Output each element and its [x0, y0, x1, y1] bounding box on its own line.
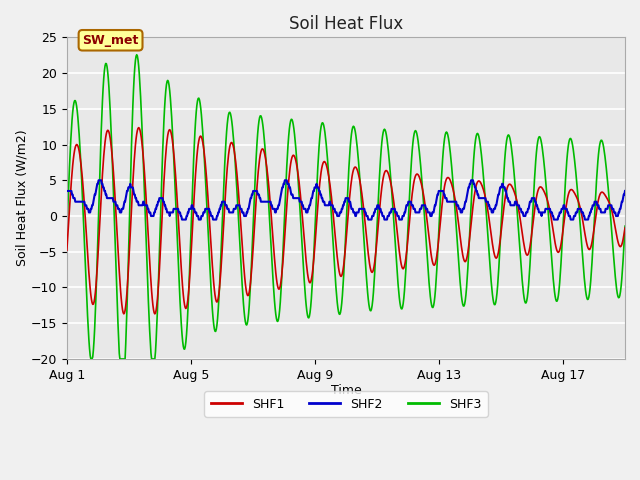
SHF1 — [63, 247, 70, 253]
SHF1 — [515, 208, 523, 214]
Text: SW_met: SW_met — [83, 34, 139, 47]
Line: SHF3: SHF3 — [67, 55, 625, 359]
SHF1 — [268, 213, 275, 219]
SHF3 — [268, 246, 275, 252]
SHF3 — [87, 356, 95, 362]
SHF2 — [297, 199, 305, 204]
SHF1 — [151, 311, 159, 317]
SHF2 — [515, 203, 523, 208]
SHF3 — [621, 223, 629, 229]
SHF3 — [515, 233, 523, 239]
Line: SHF2: SHF2 — [67, 180, 625, 219]
Legend: SHF1, SHF2, SHF3: SHF1, SHF2, SHF3 — [204, 392, 488, 417]
SHF2 — [83, 206, 91, 212]
SHF1 — [297, 198, 305, 204]
SHF3 — [83, 300, 91, 305]
SHF1 — [135, 125, 143, 131]
X-axis label: Time: Time — [331, 384, 362, 397]
Line: SHF1: SHF1 — [67, 128, 625, 314]
SHF2 — [621, 188, 629, 194]
SHF2 — [381, 216, 388, 222]
SHF1 — [381, 170, 388, 176]
SHF2 — [178, 216, 186, 222]
Title: Soil Heat Flux: Soil Heat Flux — [289, 15, 403, 33]
SHF2 — [95, 178, 102, 183]
SHF1 — [83, 240, 91, 246]
SHF2 — [268, 203, 275, 208]
SHF3 — [196, 97, 204, 103]
SHF2 — [196, 216, 204, 222]
SHF3 — [381, 126, 388, 132]
SHF3 — [63, 228, 70, 234]
SHF3 — [133, 52, 141, 58]
SHF1 — [621, 225, 629, 231]
Y-axis label: Soil Heat Flux (W/m2): Soil Heat Flux (W/m2) — [15, 130, 28, 266]
SHF3 — [297, 223, 305, 229]
SHF1 — [196, 135, 204, 141]
SHF2 — [63, 188, 70, 194]
